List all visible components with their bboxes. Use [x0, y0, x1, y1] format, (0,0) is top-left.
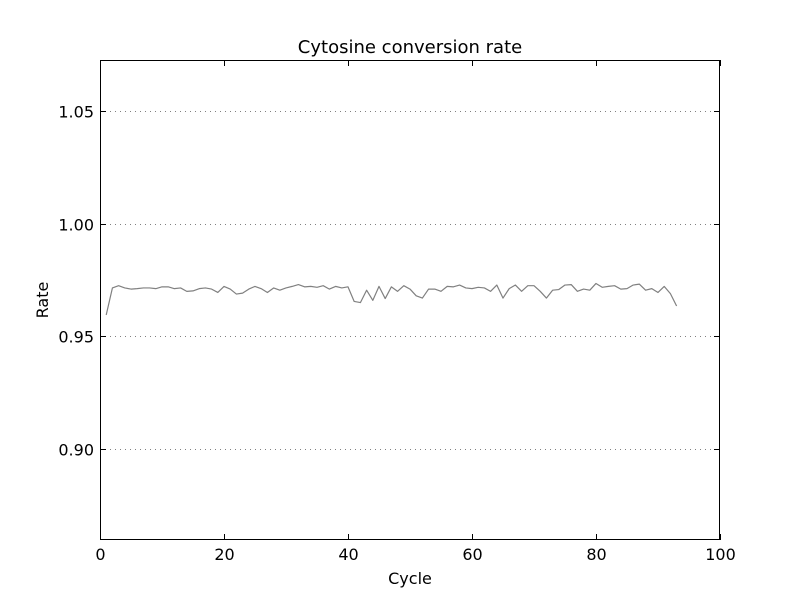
x-ticks: 0 20 40 60 80 100: [95, 60, 736, 564]
y-tick-label: 0.90: [58, 441, 94, 460]
x-tick-label: 80: [586, 545, 606, 564]
plot-area: [105, 282, 678, 316]
x-tick-label: 100: [705, 545, 736, 564]
x-tick-label: 60: [462, 545, 482, 564]
plot-frame: [100, 60, 720, 540]
y-axis-label: Rate: [33, 282, 52, 319]
x-tick-label: 40: [338, 545, 358, 564]
x-tick-label: 20: [214, 545, 234, 564]
y-tick-label: 1.05: [58, 103, 94, 122]
y-tick-label: 0.95: [58, 328, 94, 347]
chart-title: Cytosine conversion rate: [298, 37, 522, 58]
x-tick-label: 0: [95, 545, 105, 564]
y-tick-label: 1.00: [58, 216, 94, 235]
y-ticks: 0.90 0.95 1.00 1.05: [58, 103, 720, 460]
series-line: [105, 282, 678, 316]
x-axis-label: Cycle: [388, 569, 432, 588]
grid-lines: [100, 111, 720, 450]
